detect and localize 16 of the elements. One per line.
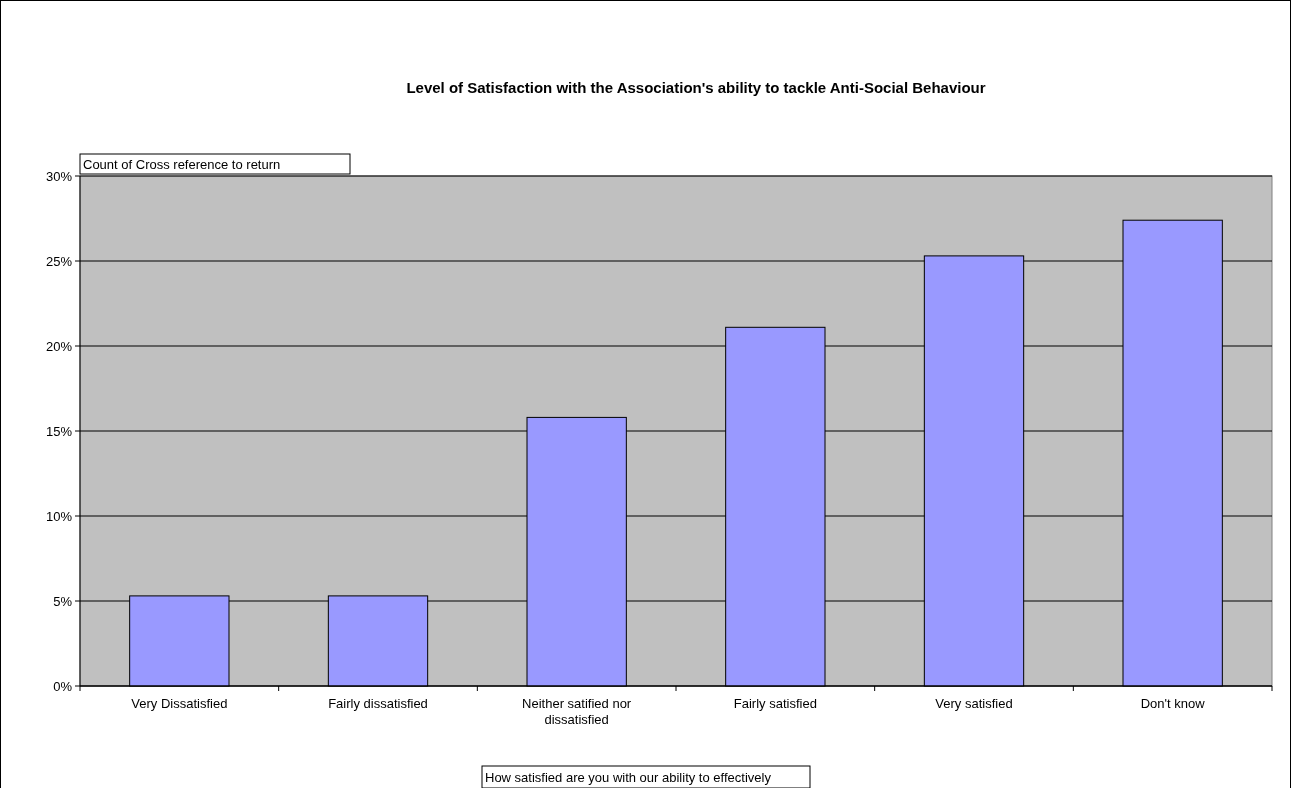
y-tick-label: 5% — [53, 593, 73, 609]
y-tick-label: 15% — [45, 423, 73, 439]
y-tick-label: 25% — [45, 253, 73, 269]
chart-title: Level of Satisfaction with the Association's ability to tackle Anti-Social Behaviour — [406, 79, 986, 96]
x-tick-label: Neither satified nor dissatisfied — [522, 696, 632, 727]
x-tick-label: Very Dissatisfied — [131, 696, 228, 711]
x-tick-label: Very satisfied — [935, 696, 1013, 711]
x-tick-label: Fairly satisfied — [733, 696, 817, 711]
y-tick-label: 30% — [45, 168, 73, 184]
x-tick-label: Fairly dissatisfied — [328, 696, 428, 711]
y-tick-label: 10% — [45, 508, 73, 524]
y-tick-label: 20% — [45, 338, 73, 354]
text: How satisfied are you with our ability to effectively — [485, 770, 772, 785]
y-tick-label: 0% — [53, 678, 73, 694]
x-tick-label: Don't know — [1140, 696, 1206, 711]
text: Count of Cross reference to return — [83, 157, 281, 172]
